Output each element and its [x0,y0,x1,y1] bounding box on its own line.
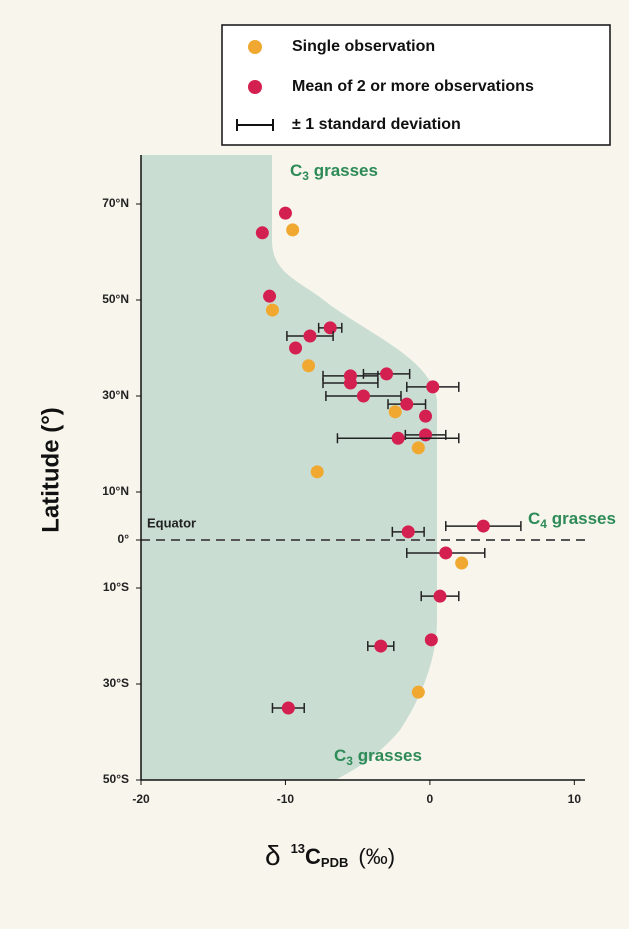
x-label-base: C [305,844,321,869]
point [302,359,315,372]
point [324,321,337,334]
y-tick-label: 50°N [102,292,129,306]
x-label-sup: 13 [291,841,305,856]
annotation: C4 grasses [528,509,616,531]
c3-region [141,155,437,780]
point [374,640,387,653]
point [304,330,317,343]
point [425,633,438,646]
point [380,367,393,380]
chart: C3 grasses C4 grasses C3 grasses Equator… [0,0,629,924]
point [263,290,276,303]
x-label-sub: PDB [321,855,348,870]
point [344,377,357,390]
point [256,226,269,239]
page: {"chart_data": { "type": "scatter", "xla… [0,0,629,924]
x-tick-label: -20 [132,792,150,806]
y-tick-label: 10°S [103,580,129,594]
y-tick-label: 30°N [102,388,129,402]
point [357,390,370,403]
legend-marker [248,80,262,94]
ann-text: grasses [309,161,378,180]
legend-label: ± 1 standard deviation [292,116,461,133]
y-tick-label: 30°S [103,676,129,690]
point [389,405,402,418]
point [289,342,302,355]
point [419,428,432,441]
point [439,546,452,559]
ann-base: C [528,509,540,528]
point [402,525,415,538]
ann-base: C [290,161,302,180]
ann-text: grasses [547,509,616,528]
point [455,557,468,570]
point [392,432,405,445]
legend-marker [248,40,262,54]
x-axis-label: δ 13CPDB (‰) [265,840,395,871]
ann-text: grasses [353,746,422,765]
point [419,410,432,423]
x-tick-label: -10 [277,792,295,806]
point [400,398,413,411]
point [266,304,279,317]
annotation: C3 grasses [290,161,378,183]
point [426,380,439,393]
y-tick-label: 70°N [102,196,129,210]
x-label-symbol: δ [265,840,281,871]
point [311,465,324,478]
y-tick-label: 50°S [103,772,129,786]
x-tick-label: 10 [568,792,582,806]
ann-base: C [334,746,346,765]
point [279,207,292,220]
point [477,520,490,533]
y-tick-label: 0° [118,532,130,546]
point [282,702,295,715]
x-tick-label: 0 [427,792,434,806]
point [434,590,447,603]
y-tick-label: 10°N [102,484,129,498]
legend-label: Single observation [292,38,435,55]
x-label-unit: (‰) [358,844,395,869]
legend-label: Mean of 2 or more observations [292,78,534,95]
point [412,686,425,699]
y-axis-label: Latitude (°) [37,407,64,533]
point [412,441,425,454]
point [286,223,299,236]
annotation: Equator [147,515,196,530]
